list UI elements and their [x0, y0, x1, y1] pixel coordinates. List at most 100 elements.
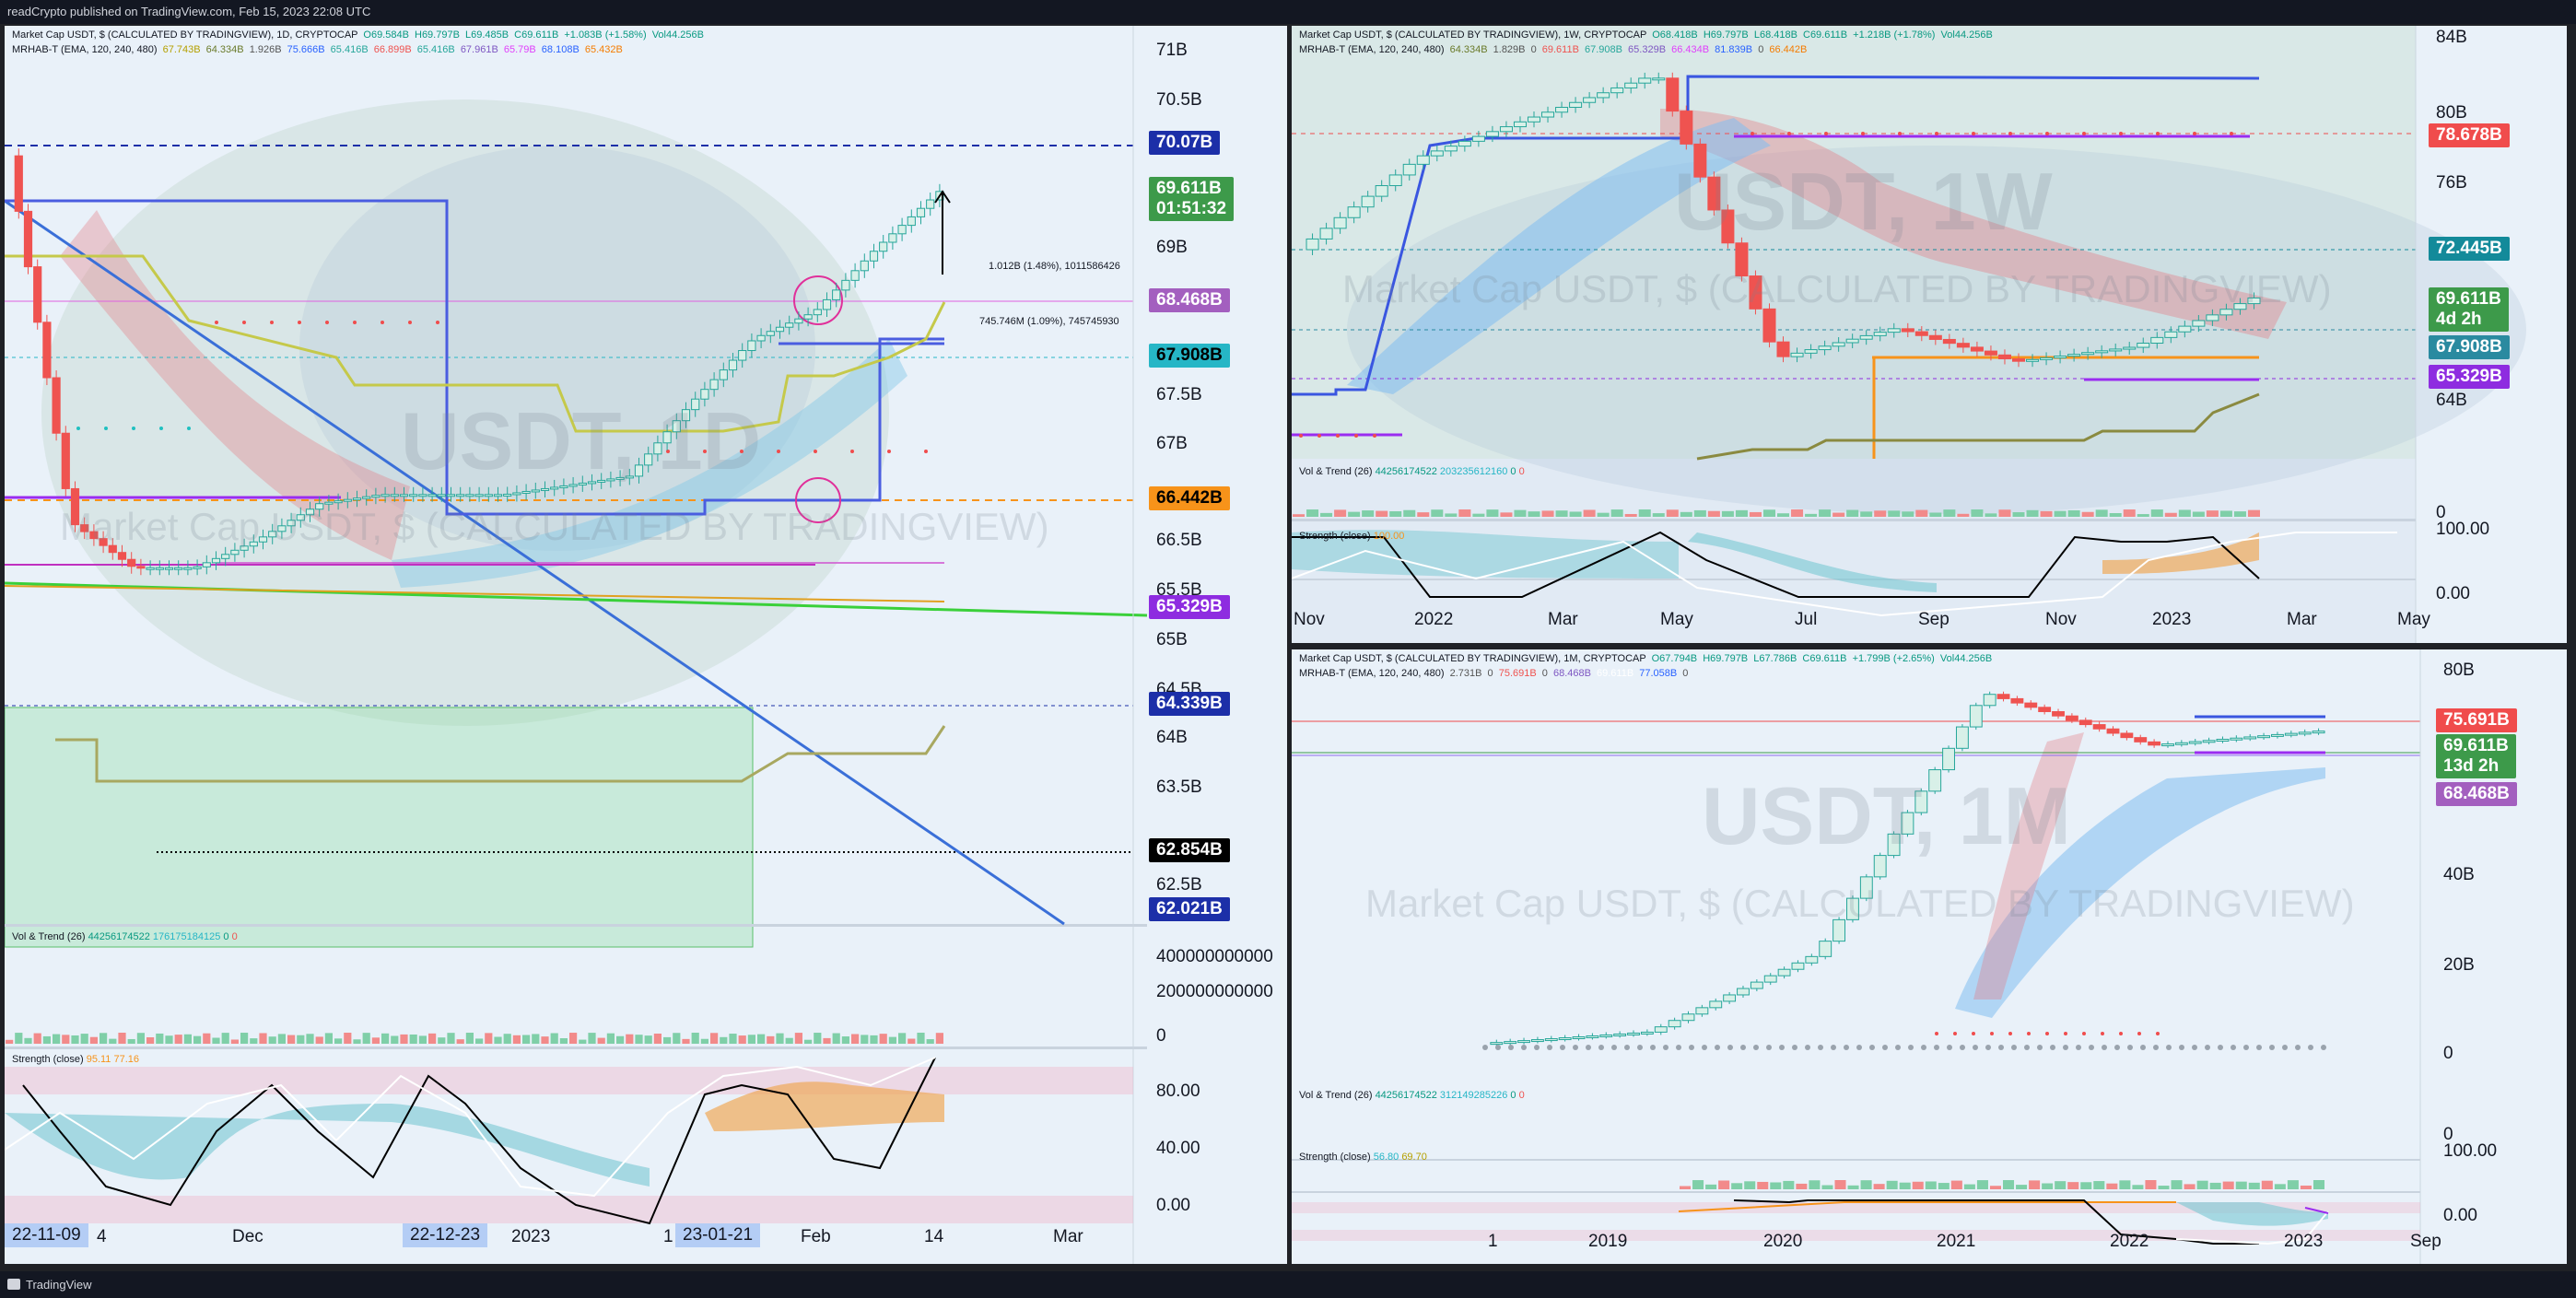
monthly-ind-v6: 69.611B	[1597, 668, 1634, 679]
candle	[738, 350, 747, 361]
grey-dot	[2192, 1045, 2197, 1050]
grey-dot	[2205, 1045, 2210, 1050]
volume-bar	[559, 1038, 568, 1044]
candle	[1504, 1041, 1517, 1045]
volume-bar	[1929, 512, 1942, 517]
monthly-vol-v4: 0	[1518, 1090, 1525, 1101]
volume-bar	[447, 1033, 455, 1044]
candle	[1555, 107, 1569, 113]
volume-bar	[861, 1035, 869, 1044]
candle	[1942, 747, 1955, 771]
weekly-open: O68.418B	[1652, 29, 1698, 41]
candle	[709, 379, 719, 391]
candle	[2137, 342, 2150, 348]
candle	[61, 432, 70, 489]
volume-bar	[2248, 1182, 2260, 1189]
candle	[1846, 897, 1859, 920]
volume-bar	[663, 1036, 672, 1044]
weekly-str-tick: 0.00	[2436, 584, 2470, 603]
candle	[1471, 135, 1485, 142]
monthly-xlabel: Sep	[2410, 1232, 2441, 1251]
volume-bar	[353, 1039, 361, 1044]
candle	[14, 155, 23, 212]
daily-ind-v8: 67.961B	[460, 44, 498, 55]
candle	[568, 484, 578, 487]
candle	[2243, 736, 2257, 740]
volume-bar	[2109, 513, 2122, 517]
weekly-xlabel: Sep	[1918, 610, 1950, 629]
grey-dot	[2321, 1045, 2326, 1050]
grey-dot	[2024, 1045, 2030, 1050]
candle	[174, 567, 183, 570]
candle	[606, 478, 615, 482]
candle	[813, 309, 822, 316]
candle	[719, 369, 728, 380]
volume-bar	[1555, 510, 1568, 517]
daily-chart-panel[interactable]: Market Cap USDT, $ (CALCULATED BY TRADIN…	[5, 26, 1287, 1264]
volume-bar	[2178, 509, 2191, 517]
candle	[1804, 349, 1818, 354]
grey-dot	[2011, 1045, 2017, 1050]
volume-bar	[2055, 1181, 2067, 1189]
volume-bar	[776, 1033, 784, 1044]
monthly-xlabel: 2019	[1588, 1232, 1628, 1251]
candle	[1654, 1026, 1668, 1033]
header-text: readCrypto published on TradingView.com,…	[7, 5, 371, 18]
volume-bar	[174, 1035, 182, 1044]
candle	[1416, 155, 1430, 165]
volume-bar	[2247, 509, 2260, 517]
candle	[1666, 77, 1680, 112]
monthly-chart-svg[interactable]	[1292, 649, 2567, 1264]
monthly-str-tick: 0.00	[2443, 1206, 2477, 1225]
volume-bar	[785, 1037, 793, 1044]
daily-chart-svg[interactable]	[5, 26, 1287, 1264]
candle	[1375, 185, 1388, 197]
volume-bar	[156, 1033, 164, 1044]
volume-bar	[1583, 509, 1596, 517]
weekly-str-tick: 100.00	[2436, 520, 2490, 539]
volume-bar	[1692, 1180, 1704, 1189]
weekly-ytick: 80B	[2436, 103, 2467, 123]
candle	[2178, 325, 2192, 333]
daily-ytick: 67.5B	[1156, 385, 1202, 404]
weekly-vol-v2: 203235612160	[1439, 466, 1508, 477]
candle	[1640, 1031, 1654, 1035]
volume-bar	[691, 1033, 699, 1044]
grey-dot	[2050, 1045, 2055, 1050]
candle	[1762, 308, 1776, 343]
candle	[277, 525, 287, 532]
candle	[1652, 77, 1666, 81]
weekly-ytick: 64B	[2436, 391, 2467, 410]
candle	[1996, 694, 2010, 699]
monthly-chart-panel[interactable]: Market Cap USDT, $ (CALCULATED BY TRADIN…	[1292, 649, 2567, 1264]
candle	[1845, 338, 1859, 344]
daily-xlabel: 4	[97, 1227, 107, 1246]
grey-dot	[2153, 1045, 2159, 1050]
monthly-ind-v3: 75.691B	[1498, 668, 1537, 679]
daily-watermark-big: USDT, 1D	[401, 395, 762, 486]
monthly-tag-68.468: 68.468B	[2436, 782, 2517, 806]
candle	[775, 326, 785, 333]
candle	[512, 492, 521, 496]
weekly-chart-svg[interactable]	[1292, 26, 2567, 643]
weekly-ind-v8: 81.839B	[1715, 44, 1753, 55]
volume-bar	[334, 1038, 343, 1044]
candle	[822, 298, 832, 310]
candle	[1832, 918, 1846, 942]
monthly-vol-v3: 0	[1510, 1090, 1516, 1101]
weekly-tag-72.445: 72.445B	[2429, 237, 2510, 261]
daily-xlabel: 1	[663, 1227, 673, 1246]
candle	[2010, 697, 2024, 704]
candle	[155, 567, 164, 570]
candle	[634, 464, 644, 477]
daily-ind-v2: 64.334B	[205, 44, 244, 55]
candle	[2174, 742, 2188, 745]
volume-bar	[221, 1033, 229, 1044]
volume-bar	[606, 1033, 615, 1044]
monthly-tag-current: 69.611B 13d 2h	[2436, 734, 2516, 778]
candle	[1735, 242, 1749, 277]
weekly-chart-panel[interactable]: Market Cap USDT, $ (CALCULATED BY TRADIN…	[1292, 26, 2567, 643]
daily-low: L69.485B	[465, 29, 509, 41]
volume-bar	[1666, 509, 1679, 517]
daily-tag-66.442: 66.442B	[1149, 486, 1230, 510]
